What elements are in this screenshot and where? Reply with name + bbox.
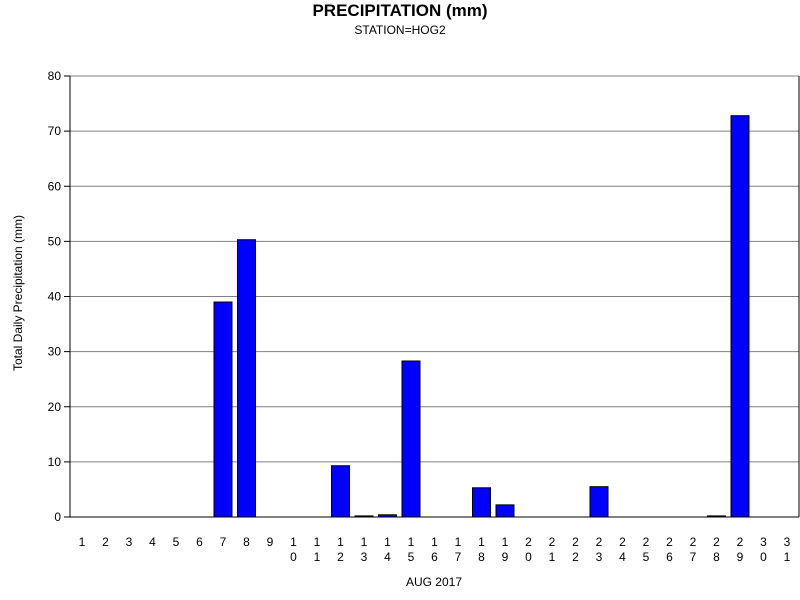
y-tick-label: 60 [48,179,62,193]
bar-day-23 [589,486,609,518]
bar-day-18 [472,487,491,518]
bar-day-19 [495,504,515,518]
y-tick-label: 30 [48,345,62,359]
x-tick-label: 4 [149,535,156,549]
x-tick-label: 5 [173,535,180,549]
x-tick-label: 6 [196,535,203,549]
y-tick-label: 80 [48,69,62,83]
bar-day-8 [237,239,256,518]
y-ticks: 0 10 20 30 40 50 60 70 80 [48,69,70,524]
x-tick-label: 2 [102,535,109,549]
bar-day-15 [401,360,421,518]
x-tick-label: 3 [126,535,133,549]
grid-lines [70,75,799,463]
x-axis-label: AUG 2017 [406,575,462,589]
x-tick-label: 8 [243,535,250,549]
bar-day-7 [213,301,233,518]
x-ticks: 1 2 3 4 5 6 7 8 9 1 01 11 21 31 41 51 61 71 81 92 02 12 22 32 42… [79,535,791,564]
x-tick-label: 9 [267,535,274,549]
x-tick-label: 7 [220,535,227,549]
y-tick-label: 40 [48,290,62,304]
y-tick-label: 20 [48,400,62,414]
y-tick-label: 70 [48,124,62,138]
y-axis-label: Total Daily Precipitation (mm) [11,215,25,371]
chart-title: PRECIPITATION (mm) [312,1,488,20]
y-tick-label: 50 [48,234,62,248]
chart-subtitle: STATION=HOG2 [354,23,446,37]
x-tick-label: 1 [79,535,86,549]
y-tick-label: 0 [54,510,61,524]
y-tick-label: 10 [48,455,62,469]
bars [213,115,750,518]
bar-day-29 [730,115,750,518]
bar-day-12 [331,465,350,518]
